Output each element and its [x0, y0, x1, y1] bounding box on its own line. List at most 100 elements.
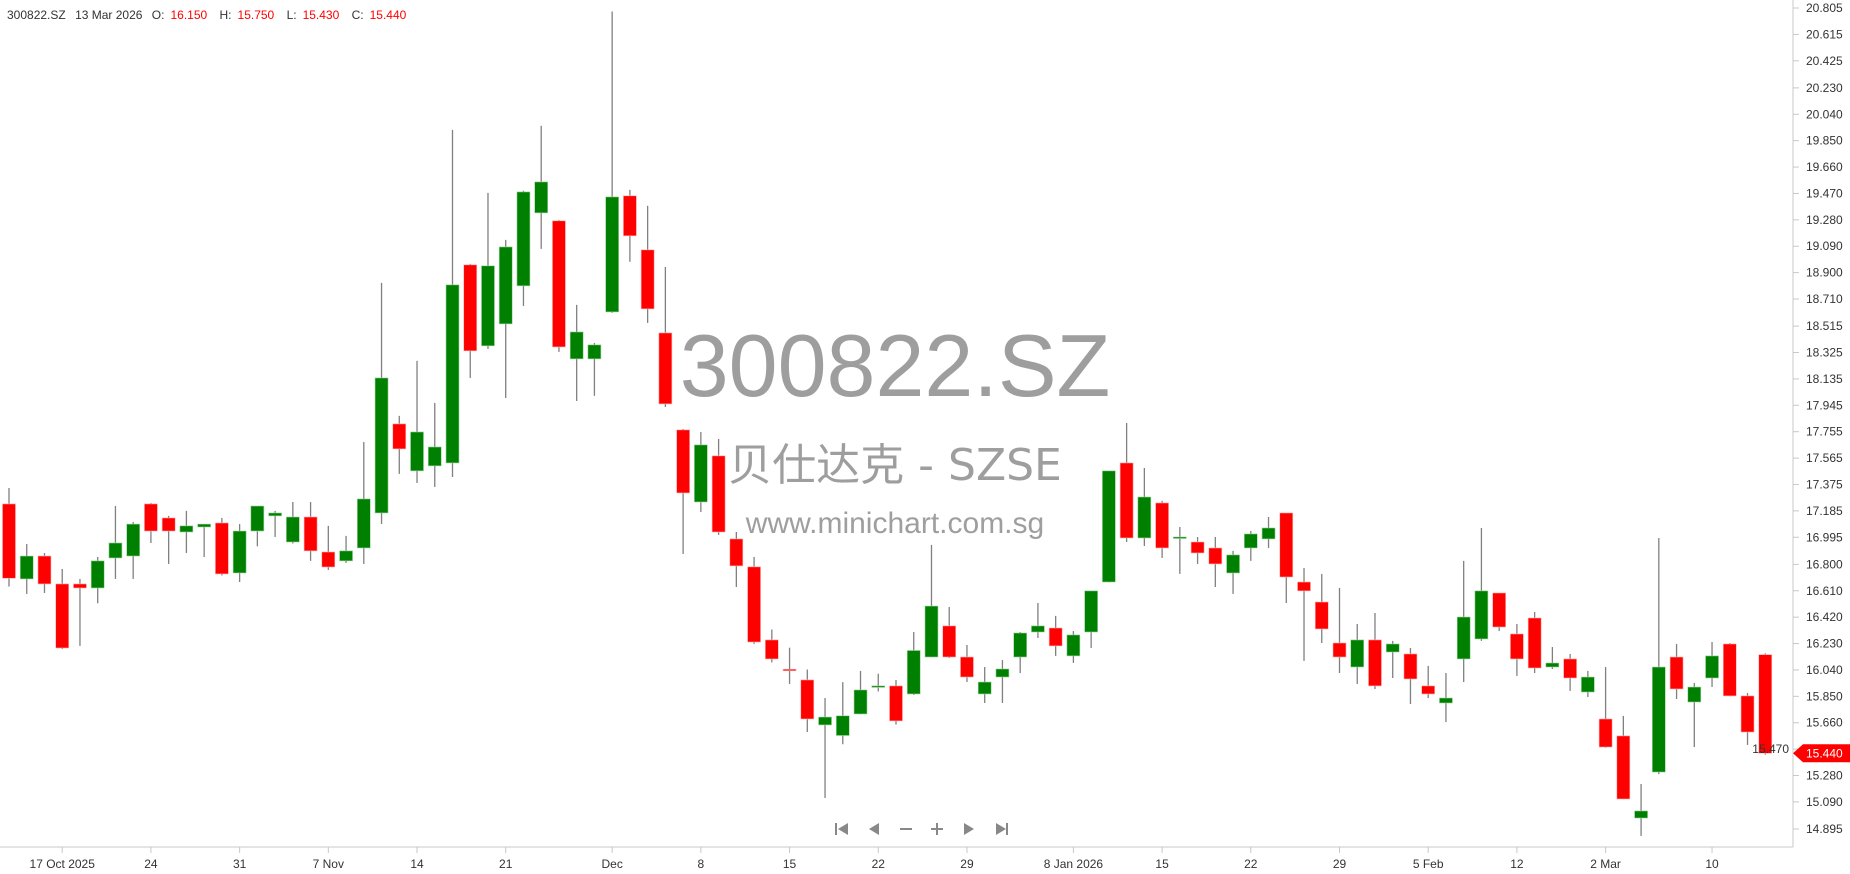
candle — [1563, 653, 1577, 691]
candle-body-up — [1244, 533, 1258, 549]
x-tick-label: 22 — [872, 857, 886, 871]
candle-body-down — [676, 429, 690, 494]
candle-body-up — [694, 444, 708, 503]
close-value: 15.440 — [369, 8, 407, 22]
candle — [268, 510, 282, 537]
candle-body-up — [339, 550, 353, 562]
candle-body-down — [747, 566, 761, 643]
candle-body-down — [623, 195, 637, 237]
candle — [215, 517, 229, 576]
candle — [90, 557, 105, 604]
candle — [445, 129, 460, 477]
y-tick-label: 15.850 — [1806, 689, 1843, 703]
x-tick-label: 29 — [1333, 857, 1347, 871]
candle — [37, 552, 52, 593]
scroll-to-end-button[interactable] — [992, 819, 1012, 839]
candle — [765, 629, 779, 663]
candle — [906, 632, 921, 695]
candle — [161, 515, 176, 564]
candle-body-down — [1421, 685, 1435, 695]
scroll-left-button[interactable] — [864, 819, 884, 839]
candle-body-up — [1705, 655, 1719, 679]
candle-body-up — [374, 377, 389, 514]
candle — [303, 501, 318, 561]
y-tick-label: 20.425 — [1806, 54, 1843, 68]
candle — [1084, 590, 1098, 648]
candle — [463, 263, 478, 378]
candle-body-up — [232, 530, 247, 574]
candle — [286, 501, 300, 544]
candle — [498, 239, 513, 398]
skip-to-start-icon — [835, 823, 848, 835]
price-axis[interactable]: 20.805 20.615 20.425 20.230 20.040 19.850 19.6… — [1752, 1, 1843, 836]
low-value: 15.430 — [302, 8, 340, 22]
scroll-right-button[interactable] — [959, 819, 979, 839]
candle — [1314, 573, 1329, 643]
candle-body-up — [569, 331, 584, 360]
candle — [711, 438, 726, 535]
y-tick-label: 15.280 — [1806, 769, 1843, 783]
scroll-to-start-button[interactable] — [832, 819, 852, 839]
x-tick-label: 14 — [410, 857, 424, 871]
y-tick-label: 15.090 — [1806, 795, 1843, 809]
candle — [569, 304, 584, 401]
candle-body-up — [1137, 496, 1152, 539]
candle — [1013, 632, 1027, 673]
candle — [1687, 682, 1702, 748]
y-tick-label: 15.660 — [1806, 716, 1843, 730]
y-tick-label: 19.660 — [1806, 160, 1843, 174]
candle-body-up — [1687, 686, 1702, 703]
candle-body-up — [1031, 625, 1045, 633]
x-tick-label: 2 Mar — [1590, 857, 1621, 871]
y-tick-label: 18.135 — [1806, 372, 1843, 386]
candle-body-up — [977, 681, 992, 695]
candle-body-up — [871, 685, 886, 688]
y-tick-label: 20.040 — [1806, 107, 1843, 121]
minus-icon — [900, 828, 912, 830]
candle-body-down — [729, 538, 744, 567]
close-label: C: — [351, 8, 364, 22]
candles — [2, 11, 1773, 836]
y-tick-label: 17.375 — [1806, 477, 1843, 491]
triangle-left-icon — [869, 823, 879, 835]
zoom-in-button[interactable] — [927, 819, 947, 839]
candle-body-down — [782, 668, 797, 672]
candle-body-down — [1669, 656, 1684, 690]
candle — [1652, 537, 1666, 775]
candle-body-down — [1155, 502, 1169, 549]
candle-body-up — [1084, 590, 1098, 633]
candle-body-down — [1598, 718, 1613, 748]
x-tick-label: 8 Jan 2026 — [1044, 857, 1104, 871]
y-tick-label: 15.470 — [1752, 742, 1789, 756]
time-axis[interactable]: 17 Oct 2025 24 31 7 Nov 14 21 Dec 8 15 22 29 8 Jan … — [30, 847, 1720, 871]
candle-body-down — [73, 583, 87, 589]
candle — [640, 205, 655, 323]
y-tick-label: 18.900 — [1806, 266, 1843, 280]
candle-body-down — [942, 625, 957, 658]
candle-body-down — [1279, 512, 1294, 578]
candle — [126, 521, 140, 579]
candle — [410, 360, 424, 483]
candle-body-up — [498, 246, 513, 325]
zoom-out-button[interactable] — [896, 819, 916, 839]
candle-body-up — [250, 505, 265, 532]
candle — [1421, 665, 1435, 699]
candle-body-down — [1403, 653, 1418, 680]
last-price-tag — [1793, 744, 1850, 763]
candle — [605, 11, 619, 313]
candle-body-up — [995, 668, 1010, 678]
candle — [1758, 653, 1773, 755]
candle — [676, 428, 690, 554]
candle-body-down — [1492, 592, 1506, 628]
y-tick-label: 18.515 — [1806, 319, 1843, 333]
candle — [1119, 422, 1134, 542]
candle — [534, 125, 549, 249]
candle-body-up — [1066, 634, 1081, 657]
triangle-right-icon — [964, 823, 974, 835]
candle — [729, 531, 744, 588]
chart-navigation — [832, 819, 1012, 839]
candle — [232, 524, 247, 583]
candle — [1261, 516, 1276, 548]
date-label: 13 Mar 2026 — [75, 8, 143, 22]
